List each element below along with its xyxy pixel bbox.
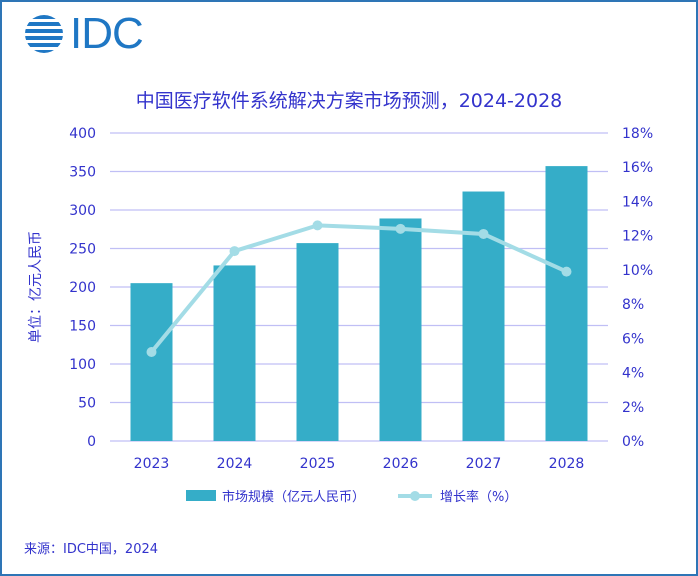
growth-point bbox=[229, 246, 240, 257]
growth-point bbox=[478, 228, 489, 239]
y-tick-label: 400 bbox=[69, 126, 96, 142]
x-tick-label: 2024 bbox=[217, 456, 253, 472]
y-tick-label: 200 bbox=[69, 280, 96, 296]
y-tick-label: 350 bbox=[69, 165, 96, 181]
y-tick-label: 50 bbox=[78, 396, 96, 412]
y2-tick-label: 10% bbox=[622, 263, 653, 279]
bar bbox=[545, 166, 588, 442]
y2-tick-label: 18% bbox=[622, 126, 653, 142]
growth-point bbox=[146, 347, 157, 358]
bar bbox=[130, 283, 173, 441]
legend-swatch-point bbox=[410, 491, 420, 501]
logo-text: IDC bbox=[70, 9, 144, 58]
x-tick-label: 2027 bbox=[466, 456, 502, 472]
y2-tick-label: 0% bbox=[622, 434, 644, 450]
legend-swatch-bar bbox=[186, 490, 216, 501]
growth-point bbox=[312, 220, 323, 231]
y2-tick-label: 12% bbox=[622, 229, 653, 245]
y-axis-label: 单位：亿元人民币 bbox=[28, 231, 44, 343]
y-tick-label: 250 bbox=[69, 242, 96, 258]
x-tick-label: 2023 bbox=[134, 456, 170, 472]
idc-logo: IDC bbox=[24, 9, 144, 58]
growth-point bbox=[395, 223, 406, 234]
y2-tick-label: 16% bbox=[622, 160, 653, 176]
y-tick-label: 300 bbox=[69, 203, 96, 219]
y2-tick-label: 14% bbox=[622, 194, 653, 210]
bar bbox=[462, 191, 505, 441]
globe-icon bbox=[25, 15, 63, 53]
y-tick-label: 100 bbox=[69, 357, 96, 373]
growth-point bbox=[561, 266, 572, 277]
chart-title: 中国医疗软件系统解决方案市场预测，2024-2028 bbox=[135, 90, 563, 112]
y2-tick-label: 8% bbox=[622, 297, 644, 313]
bar bbox=[296, 243, 339, 441]
y2-tick-label: 6% bbox=[622, 331, 644, 347]
x-tick-label: 2028 bbox=[549, 456, 585, 472]
source-note: 来源：IDC中国，2024 bbox=[24, 542, 159, 557]
bar bbox=[213, 265, 256, 441]
x-tick-label: 2025 bbox=[300, 456, 336, 472]
y2-tick-label: 4% bbox=[622, 366, 644, 382]
growth-line bbox=[149, 223, 568, 354]
x-tick-label: 2026 bbox=[383, 456, 419, 472]
y2-tick-label: 2% bbox=[622, 400, 644, 416]
legend-label: 市场规模（亿元人民币） bbox=[222, 489, 365, 505]
y-tick-label: 0 bbox=[87, 434, 96, 450]
y-tick-label: 150 bbox=[69, 319, 96, 335]
bar bbox=[379, 218, 422, 441]
legend-label: 增长率（%） bbox=[440, 489, 517, 505]
